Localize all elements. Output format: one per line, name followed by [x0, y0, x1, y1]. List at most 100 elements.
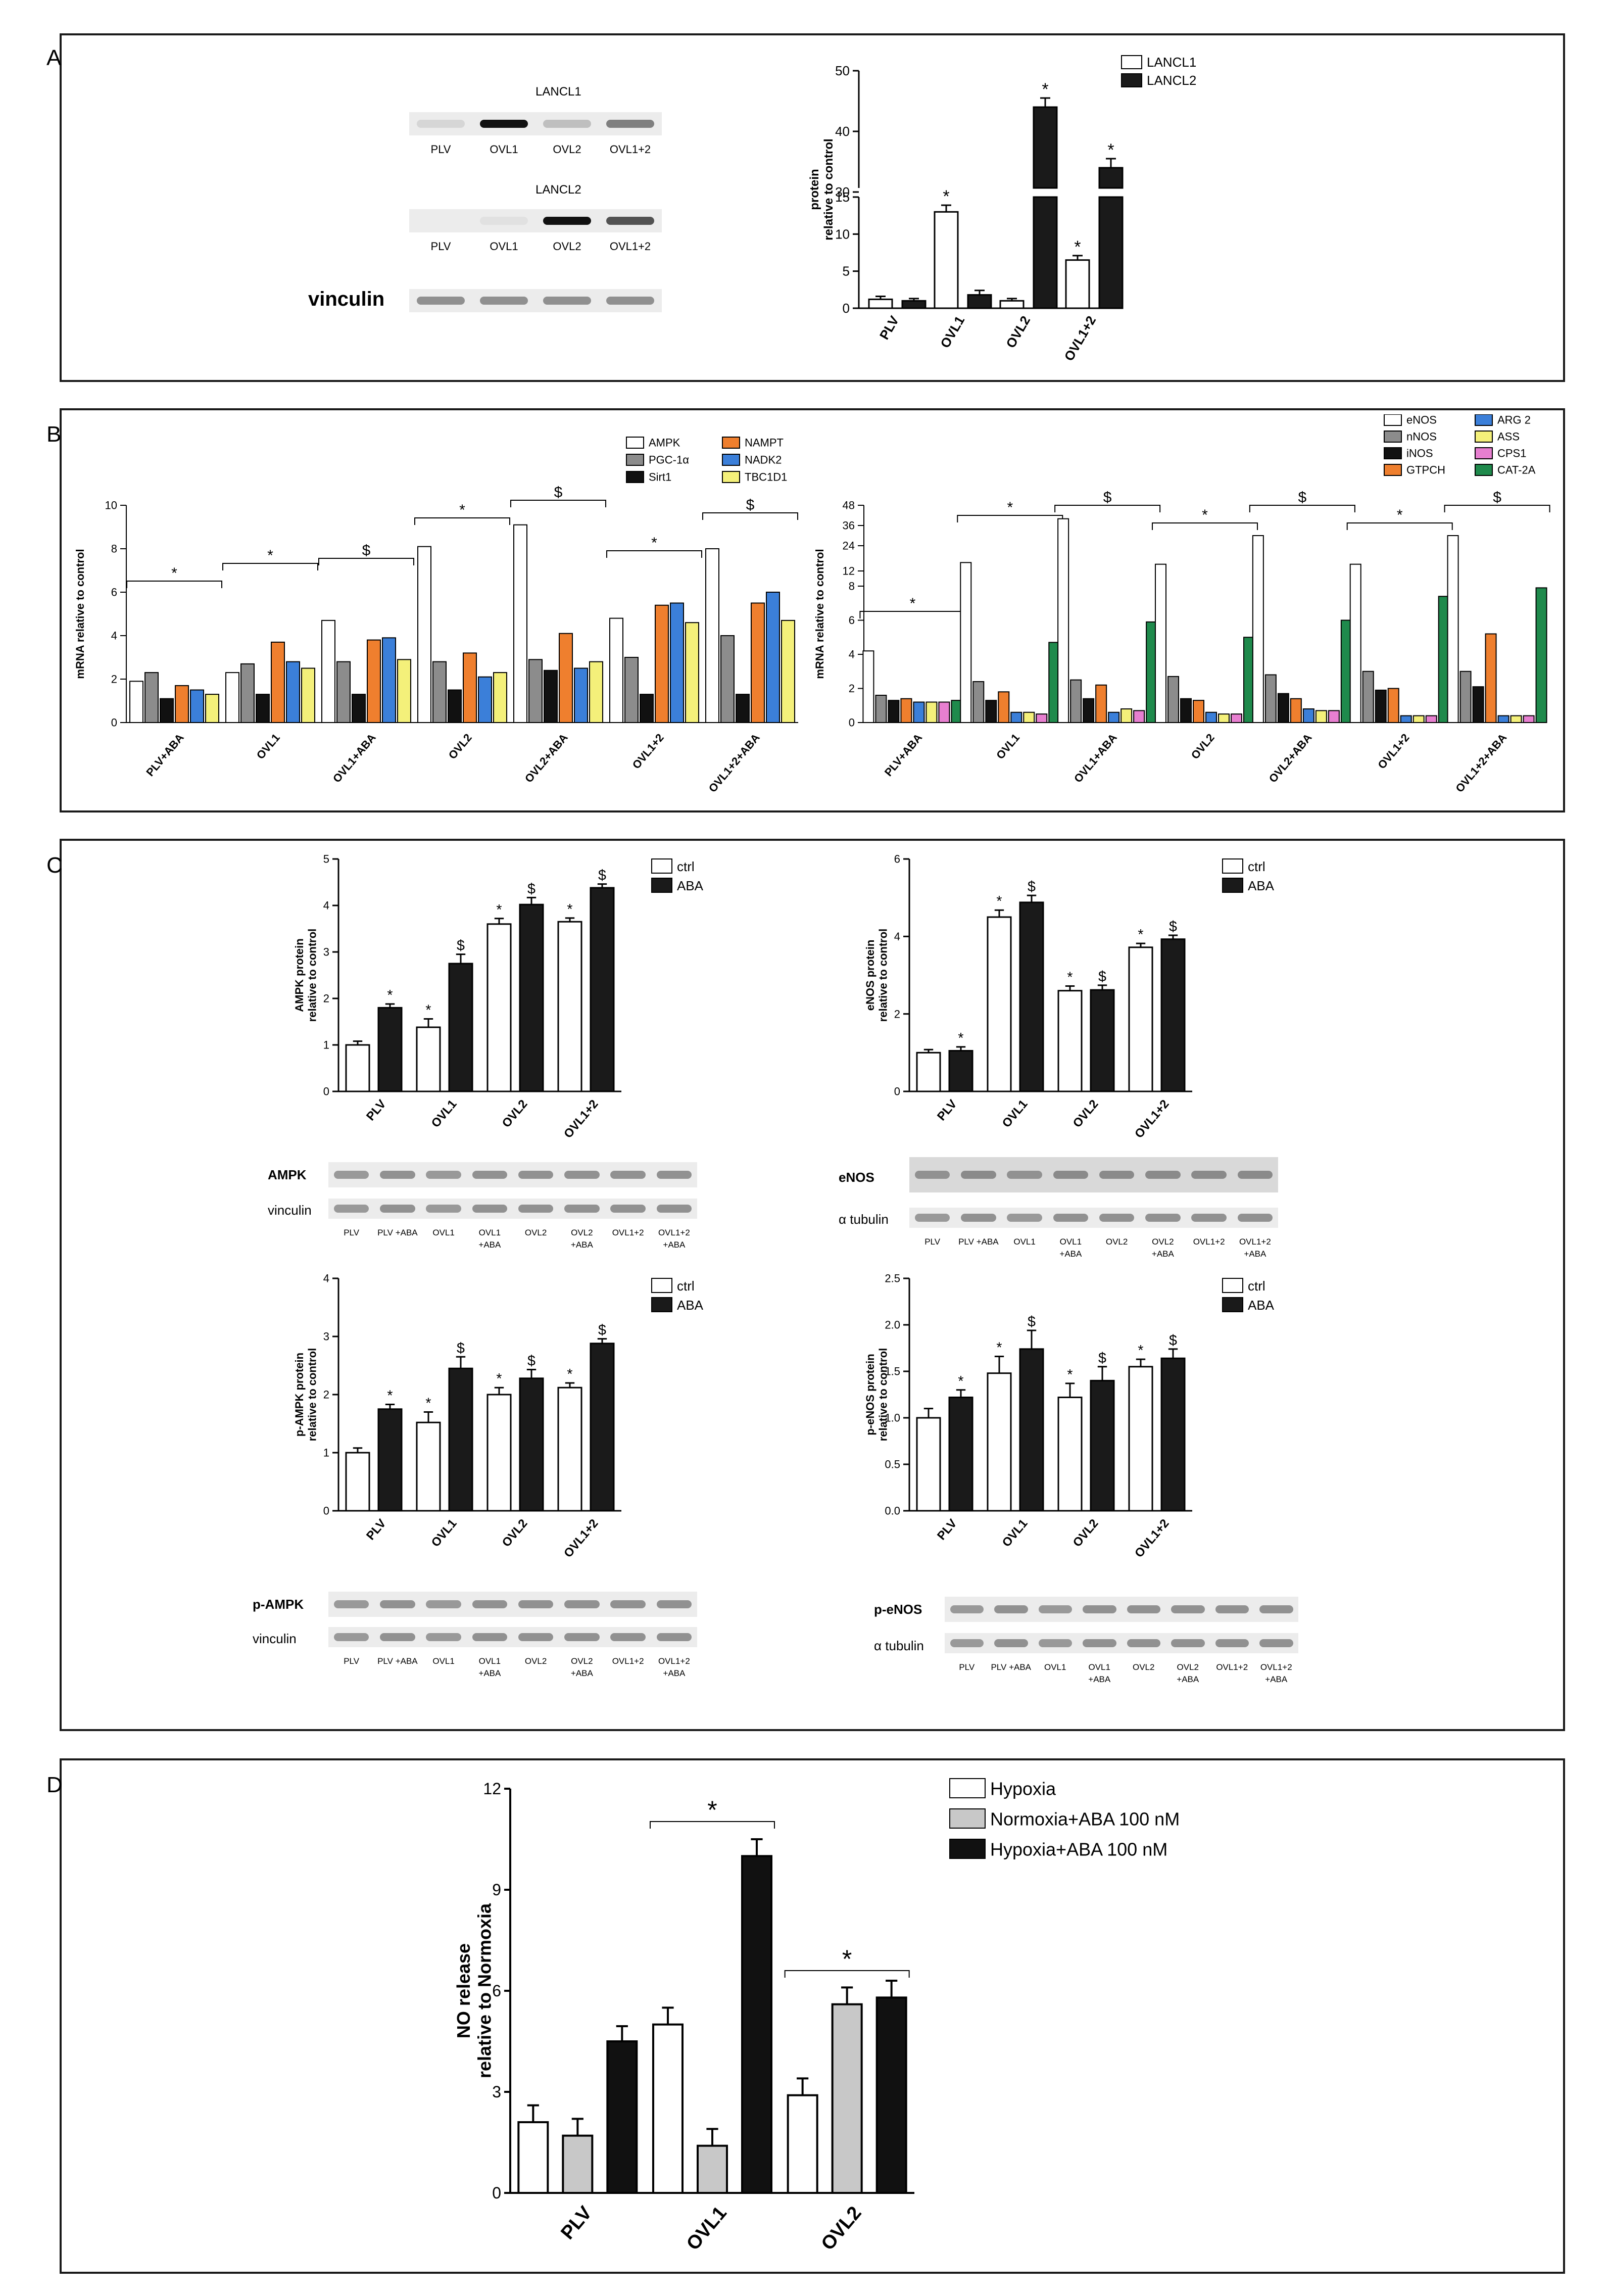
- bar-tbc1d1-ovl1-2-aba: [781, 619, 795, 723]
- blot-band: [606, 217, 654, 225]
- significance-bracket: [222, 563, 318, 570]
- blot-band: [1145, 1214, 1181, 1222]
- bar-lancl2-plv: [901, 300, 927, 309]
- blot-band: [1145, 1171, 1181, 1179]
- blot-band: [961, 1171, 996, 1179]
- bar-arg-2-ovl2-aba: [1302, 708, 1314, 723]
- bar-ctrl-ovl1-2: [1128, 1366, 1153, 1512]
- y-tick-label: 2: [849, 682, 855, 695]
- category-label: OVL2+ABA: [1266, 731, 1314, 785]
- ampk-blot-label: AMPK: [268, 1167, 307, 1182]
- significance-mark: *: [1074, 237, 1081, 257]
- legend-label: ctrl: [677, 859, 695, 874]
- group-significance-mark: *: [1202, 507, 1208, 523]
- y-tick-label: 6: [111, 586, 117, 599]
- bar-nampt-ovl1-2: [655, 604, 669, 723]
- y-tick-label: 2: [323, 1389, 329, 1401]
- bar-cps1-ovl1-2: [1425, 715, 1437, 723]
- blot-band: [1171, 1605, 1205, 1613]
- bar-ass-ovl1-aba: [1120, 708, 1133, 723]
- lane-label: OVL1+2: [1193, 1237, 1225, 1247]
- bar-aba-ovl1-2: [1160, 1357, 1186, 1512]
- bar-lancl2-ovl2: [1033, 196, 1058, 309]
- legend-label: ABA: [1248, 1298, 1275, 1313]
- bar-nnos-ovl1: [972, 681, 985, 723]
- y-tick-label: 12: [843, 565, 855, 578]
- bar-sirt1-ovl2: [448, 689, 462, 723]
- bar-ampk-ovl1: [225, 672, 239, 724]
- lane-label: OVL1: [1044, 1662, 1066, 1672]
- blot-band: [333, 1633, 369, 1641]
- category-label: OVL2: [1070, 1097, 1101, 1130]
- y-tick-label: 0: [492, 2184, 501, 2202]
- category-label: PLV: [935, 1517, 960, 1543]
- category-label: OVL1+2: [1061, 313, 1099, 363]
- legend-swatch: [949, 1808, 986, 1829]
- category-label: OVL1+ABA: [330, 731, 378, 785]
- category-label: OVL1+ABA: [1071, 731, 1119, 785]
- lane-label: PLV +ABA: [958, 1237, 999, 1247]
- bar-aba-ovl1: [1019, 901, 1044, 1092]
- panel-a: [60, 33, 1565, 382]
- legend-swatch: [651, 1297, 672, 1312]
- y-tick-label: 1.0: [885, 1412, 900, 1424]
- blot-band: [480, 120, 528, 128]
- group-significance-mark: $: [1103, 489, 1112, 506]
- lane-label: PLV +ABA: [377, 1656, 418, 1666]
- y-tick-label: 0: [843, 301, 850, 316]
- y-tick-label: 8: [849, 580, 855, 593]
- blot-band: [564, 1600, 600, 1608]
- y-tick-label: 2.0: [885, 1319, 900, 1331]
- y-tick-label: 48: [843, 499, 855, 512]
- blot-band: [518, 1205, 554, 1213]
- legend-label: Sirt1: [649, 471, 671, 484]
- y-tick-label: 2: [323, 992, 329, 1005]
- category-label: OVL1+2+ABA: [706, 731, 762, 795]
- tubulin-blot-label-c1: α tubulin: [839, 1212, 889, 1227]
- legend-swatch: [949, 1778, 986, 1798]
- panel-d-chart: 0 3 6 9 12 NO releaserelative to Normoxia PLV O…: [453, 1778, 1180, 2255]
- tubulin-blot-label-c2: α tubulin: [874, 1638, 924, 1653]
- bar-ctrl-plv: [916, 1417, 941, 1512]
- bar-nadk2-ovl1-2-aba: [766, 592, 780, 723]
- bar-aba-plv: [948, 1050, 973, 1092]
- significance-mark: $: [457, 1340, 465, 1356]
- bar-pgc-1--ovl1-2: [624, 657, 639, 723]
- lane-label: OVL1: [490, 240, 518, 253]
- lancl1-blot-title: LANCL1: [535, 85, 581, 99]
- bar-lancl1-ovl2: [999, 300, 1025, 309]
- bar-aba-ovl1: [448, 1367, 473, 1512]
- bar-ctrl-ovl1-2: [557, 921, 582, 1092]
- significance-mark: $: [457, 938, 465, 954]
- category-label: OVL2: [446, 731, 474, 761]
- legend-swatch: [1384, 464, 1402, 476]
- legend-label: LANCL1: [1147, 55, 1196, 70]
- bar-lancl2-upper: [1098, 167, 1124, 189]
- blot-band: [380, 1171, 415, 1179]
- bar-ampk-ovl2-aba: [513, 524, 527, 723]
- blot-band: [1053, 1214, 1089, 1222]
- y-tick-label: 4: [894, 930, 900, 943]
- panel-d-label: D: [46, 1773, 63, 1797]
- category-label: PLV+ABA: [882, 731, 925, 779]
- legend-label: GTPCH: [1406, 464, 1445, 476]
- lane-label: OVL1: [490, 143, 518, 156]
- bar-nampt-ovl1: [271, 641, 285, 723]
- y-tick-label: 12: [483, 1780, 501, 1798]
- bar-aba-plv: [948, 1397, 973, 1512]
- bar-inos-ovl1-2: [1375, 689, 1387, 723]
- bar-gtpch-ovl2-aba: [1290, 698, 1302, 723]
- bar-tbc1d1-ovl1-aba: [397, 659, 411, 723]
- bar-ass-ovl1: [1023, 711, 1035, 723]
- bar-aba-ovl1-2: [590, 887, 615, 1092]
- significance-bracket: [859, 611, 966, 618]
- legend-label: ABA: [677, 878, 704, 893]
- legend-swatch: [1384, 447, 1402, 459]
- legend-label: CPS1: [1497, 447, 1526, 460]
- category-label: OVL1: [683, 2203, 731, 2255]
- lane-label: OVL1+2 +ABA: [1239, 1237, 1271, 1259]
- bar-ctrl-ovl1: [987, 1372, 1012, 1512]
- significance-bracket: [957, 515, 1063, 522]
- legend-label: ctrl: [1248, 859, 1265, 874]
- panel-b-label: B: [46, 422, 62, 447]
